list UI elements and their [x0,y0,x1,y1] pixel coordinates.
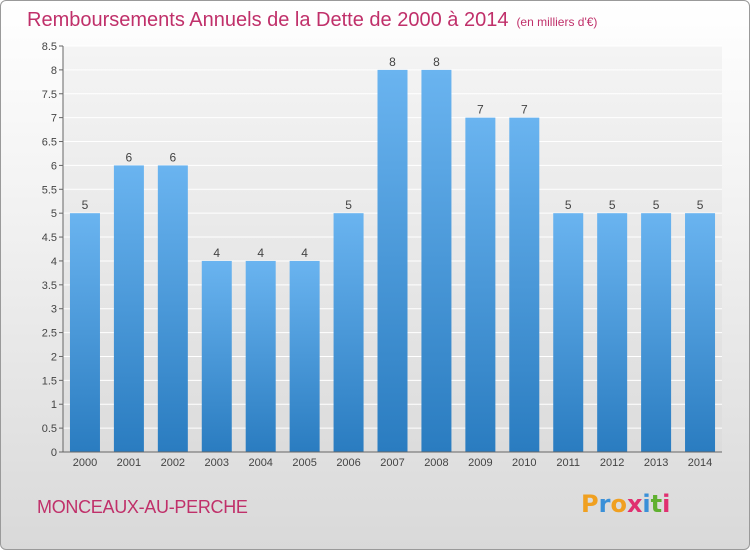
chart-unit: (en milliers d'€) [516,15,598,29]
y-tick-label: 2 [51,351,57,363]
y-tick-label: 3.5 [42,280,57,292]
logo-letter: r [598,490,611,518]
y-tick-label: 0.5 [42,423,57,435]
y-tick-label: 8.5 [42,41,57,53]
bar [333,213,364,452]
bar [553,213,584,452]
logo-letter: i [662,490,671,518]
x-tick-label: 2003 [205,457,229,469]
x-tick-label: 2012 [600,457,624,469]
logo-letter: i [642,490,651,518]
bar [685,213,716,452]
logo-letter: t [650,490,663,518]
bar [201,260,232,452]
x-tick-label: 2014 [688,457,712,469]
x-tick-label: 2004 [248,457,272,469]
x-tick-label: 2013 [644,457,668,469]
bar [289,260,320,452]
bar [113,165,144,453]
x-tick-label: 2010 [512,457,536,469]
logo-letter: x [626,490,643,518]
y-tick-label: 7 [51,113,57,125]
data-label: 5 [565,198,572,212]
x-tick-label: 2011 [556,457,580,469]
y-tick-label: 1.5 [42,375,57,387]
bar [245,260,276,452]
data-label: 6 [126,150,133,164]
data-label: 7 [477,103,484,117]
y-tick-label: 7.5 [42,89,57,101]
y-tick-label: 2.5 [42,328,57,340]
chart-title: Remboursements Annuels de la Dette de 20… [27,9,597,32]
y-tick-label: 5 [51,208,57,220]
logo-letter: P [581,490,599,518]
logo-letter: o [610,490,627,518]
data-label: 5 [653,198,660,212]
x-tick-label: 2005 [292,457,316,469]
bar [597,213,628,452]
data-label: 5 [82,198,89,212]
x-tick-label: 2000 [73,457,97,469]
bar [641,213,672,452]
y-tick-label: 6 [51,160,57,172]
bar [421,69,452,452]
data-label: 8 [389,55,396,69]
y-tick-label: 4 [51,256,57,268]
x-tick-label: 2007 [380,457,404,469]
y-tick-label: 5.5 [42,184,57,196]
bar [465,117,496,452]
x-tick-label: 2009 [468,457,492,469]
x-tick-label: 2008 [424,457,448,469]
bar [377,69,408,452]
commune-name: MONCEAUX-AU-PERCHE [37,497,248,517]
y-tick-label: 1 [51,399,57,411]
y-tick-label: 3 [51,304,57,316]
y-tick-label: 4.5 [42,232,57,244]
data-label: 5 [609,198,616,212]
data-label: 4 [213,246,220,260]
y-tick-label: 0 [51,447,57,459]
x-tick-label: 2006 [336,457,360,469]
bar [157,165,188,453]
proxiti-logo: Proxiti [581,490,670,518]
data-label: 7 [521,103,528,117]
y-tick-label: 6.5 [42,137,57,149]
data-label: 5 [345,198,352,212]
data-label: 4 [301,246,308,260]
bar [509,117,540,452]
x-tick-label: 2002 [161,457,185,469]
data-label: 4 [257,246,264,260]
chart-title-text: Remboursements Annuels de la Dette de 20… [27,9,509,31]
y-tick-label: 8 [51,65,57,77]
x-tick-label: 2001 [117,457,141,469]
data-label: 6 [169,150,176,164]
data-label: 5 [697,198,704,212]
bar [69,213,100,452]
data-label: 8 [433,55,440,69]
